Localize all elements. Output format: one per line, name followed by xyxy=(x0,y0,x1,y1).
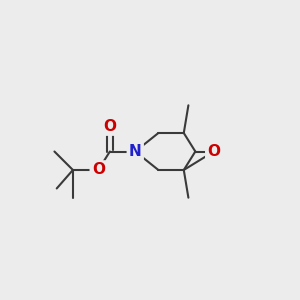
Text: O: O xyxy=(103,118,116,134)
Text: O: O xyxy=(207,144,220,159)
Text: N: N xyxy=(129,144,142,159)
Text: O: O xyxy=(92,163,105,178)
